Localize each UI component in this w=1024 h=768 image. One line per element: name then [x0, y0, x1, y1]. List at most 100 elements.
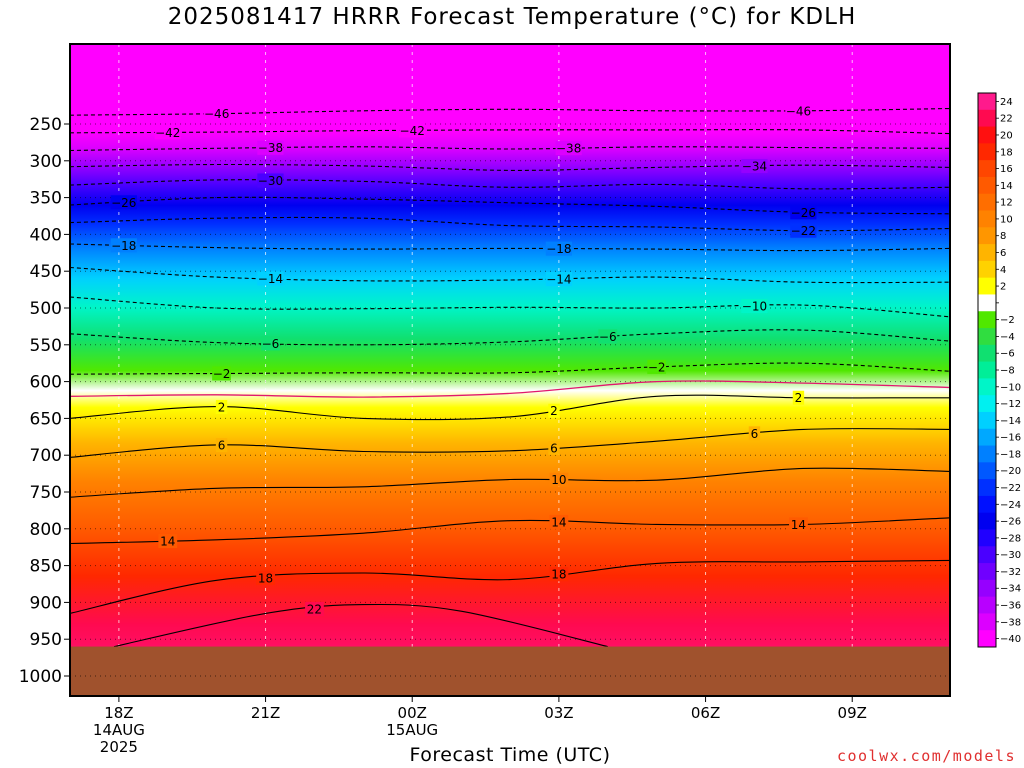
y-tick-label: 500 [30, 299, 62, 319]
isotherm-label-text: 10 [551, 473, 566, 487]
isotherm-label-text: 2 [218, 401, 226, 415]
colorbar-swatch [978, 428, 996, 447]
label-bg [305, 602, 324, 617]
label-bg [748, 426, 761, 441]
colorbar-label: 12 [1000, 198, 1013, 209]
colorbar-label: 6 [1000, 248, 1006, 259]
isotherm-label-text: −46 [204, 107, 229, 121]
colorbar-swatch [978, 546, 996, 564]
isotherm-label-text: −46 [786, 104, 811, 118]
isotherm-label-text: 6 [751, 427, 759, 441]
isotherm-label: −6 [598, 329, 618, 344]
label-bg [549, 514, 569, 529]
label-bg [598, 329, 618, 344]
isotherm-label: −46 [203, 106, 230, 121]
isotherm-line [113, 603, 608, 648]
isotherm-label: −34 [741, 158, 768, 173]
label-bg [261, 336, 280, 351]
isotherm-label-text: −30 [258, 174, 283, 188]
y-tick-label: 250 [30, 115, 62, 135]
label-bg [203, 106, 230, 121]
y-tick-label: 350 [30, 189, 62, 209]
isotherm-label-text: 14 [551, 515, 566, 529]
y-tick-label: 950 [30, 630, 62, 650]
isotherm-label: 22 [305, 602, 324, 617]
isotherm-label: −2 [212, 366, 231, 381]
isotherm-line [70, 266, 950, 284]
isotherm-label-text: 18 [551, 568, 566, 582]
isotherm-label-text: 18 [258, 571, 273, 585]
label-bg [790, 223, 817, 238]
colorbar-swatch [978, 143, 996, 161]
isotherm-label-text: 14 [160, 535, 175, 549]
colorbar-swatch [978, 529, 996, 547]
isotherm-label: 14 [789, 517, 808, 532]
y-tick-label: 300 [30, 152, 62, 172]
colorbar-label: −26 [1000, 517, 1021, 528]
isotherm-label-text: −38 [556, 142, 581, 156]
colorbar-label: 20 [1000, 130, 1013, 141]
isotherm-label: −42 [154, 125, 181, 140]
label-bg [212, 366, 231, 381]
isotherm-line [70, 296, 950, 318]
colorbar-swatch [978, 176, 996, 195]
isotherm-label: −6 [261, 336, 280, 351]
colorbar-swatch [978, 160, 996, 178]
isotherm-label-text: −14 [258, 272, 283, 286]
colorbar-label: 4 [1000, 265, 1006, 276]
isotherm-label: −10 [741, 299, 768, 314]
label-bg [789, 517, 808, 532]
colorbar-label: −10 [1000, 382, 1021, 393]
isotherm-label: −2 [647, 359, 667, 374]
colorbar-label: 18 [1000, 147, 1013, 158]
label-bg [555, 141, 582, 156]
colorbar-swatch [978, 328, 996, 346]
credit-link[interactable]: coolwx.com/models [836, 747, 1016, 765]
colorbar-label: −34 [1000, 584, 1021, 595]
isotherm-label-text: −26 [791, 206, 816, 220]
isotherm-label: 2 [215, 400, 228, 415]
x-tick-label: 00Z [398, 704, 427, 722]
colorbar-label: 24 [1000, 97, 1013, 108]
colorbar-label: −38 [1000, 617, 1021, 628]
colorbar-label: −4 [1000, 332, 1015, 343]
colorbar-label: 22 [1000, 114, 1013, 125]
isotherm-label-text: −18 [111, 239, 136, 253]
isotherm-label: 18 [256, 570, 275, 585]
colorbar-label: −36 [1000, 601, 1021, 612]
y-tick-label: 800 [30, 520, 62, 540]
colorbar-swatch [978, 344, 996, 363]
colorbar-swatch [978, 294, 996, 312]
label-bg [548, 440, 560, 455]
label-bg [545, 272, 572, 287]
plot-frame [69, 43, 951, 697]
colorbar-swatch [978, 210, 996, 228]
isotherm-label: 2 [548, 403, 560, 418]
colorbar-label: −18 [1000, 449, 1021, 460]
label-bg [215, 438, 228, 453]
label-bg [154, 125, 181, 140]
colorbar-swatch [978, 395, 996, 413]
label-bg [647, 359, 667, 374]
label-bg [158, 534, 178, 549]
colorbar-frame [977, 92, 997, 648]
isotherm-label: −18 [110, 238, 137, 253]
colorbar-label: −2 [1000, 315, 1015, 326]
isotherm-label-text: −22 [791, 224, 816, 238]
isotherm-label: 6 [548, 440, 560, 455]
y-tick-label: 400 [30, 225, 62, 245]
colorbar-label: 10 [1000, 214, 1013, 225]
colorbar-label: −16 [1000, 433, 1021, 444]
isotherm-line [70, 559, 950, 614]
colorbar-swatch [978, 244, 996, 262]
colorbar-swatch [978, 479, 996, 497]
label-bg [741, 299, 768, 314]
isotherm-label-text: −34 [742, 159, 767, 173]
isotherm-label-text: −18 [546, 242, 571, 256]
freezing-line [70, 380, 950, 398]
colorbar-swatch [978, 630, 996, 648]
y-tick-label: 850 [30, 557, 62, 577]
y-tick-label: 450 [30, 262, 62, 282]
isotherm-label-text: 14 [791, 518, 806, 532]
